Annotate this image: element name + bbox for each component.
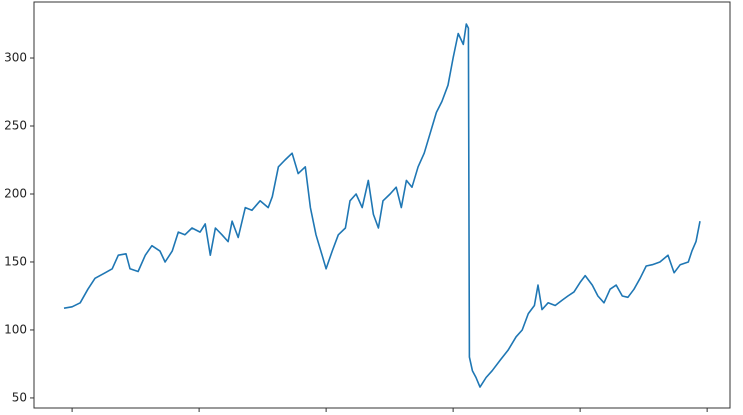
y-tick-label: 100 — [4, 322, 27, 336]
y-tick-label: 300 — [4, 51, 27, 65]
y-tick-label: 200 — [4, 186, 27, 200]
series-line — [63, 23, 701, 388]
y-tick-label: 150 — [4, 254, 27, 268]
y-tick-label: 50 — [12, 390, 27, 404]
y-tick-label: 250 — [4, 119, 27, 133]
